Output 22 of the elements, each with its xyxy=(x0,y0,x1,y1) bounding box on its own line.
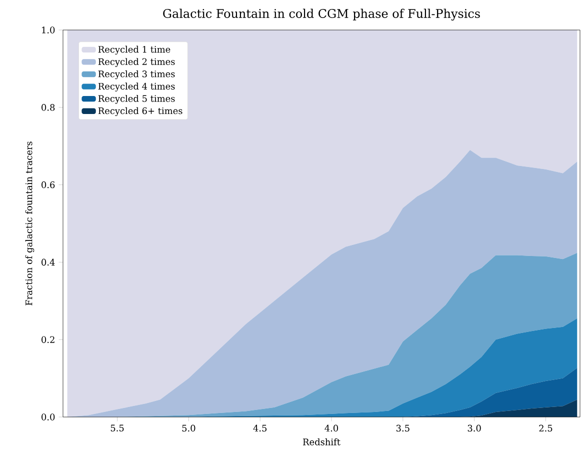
legend-label: Recycled 2 times xyxy=(98,58,175,67)
x-axis-title: Redshift xyxy=(303,438,340,446)
legend-label: Recycled 6+ times xyxy=(98,107,182,116)
y-tick-label: 0.2 xyxy=(42,336,54,343)
x-tick-label: 5.5 xyxy=(110,424,124,432)
x-tick-label: 3.0 xyxy=(468,424,481,432)
legend-label: Recycled 1 time xyxy=(98,46,170,55)
y-axis-title: Fraction of galactic fountain tracers xyxy=(25,142,34,306)
y-tick-label: 0.4 xyxy=(42,258,55,266)
legend-label: Recycled 3 times xyxy=(98,70,175,80)
y-tick-label: 0.6 xyxy=(42,181,55,188)
x-tick-label: 4.0 xyxy=(324,424,338,432)
y-tick-label: 1.0 xyxy=(42,26,55,34)
chart-title: Galactic Fountain in cold CGM phase of Full-Physics xyxy=(163,8,480,20)
x-tick-label: 3.5 xyxy=(396,424,410,432)
y-tick-label: 0.0 xyxy=(42,414,55,420)
x-tick-label: 4.5 xyxy=(253,424,267,432)
legend-label: Recycled 5 times xyxy=(98,94,175,104)
legend-label: Recycled 4 times xyxy=(98,82,175,92)
y-tick-label: 0.8 xyxy=(42,104,55,111)
x-tick-label: 2.5 xyxy=(539,424,552,432)
x-tick-label: 5.0 xyxy=(182,424,196,432)
